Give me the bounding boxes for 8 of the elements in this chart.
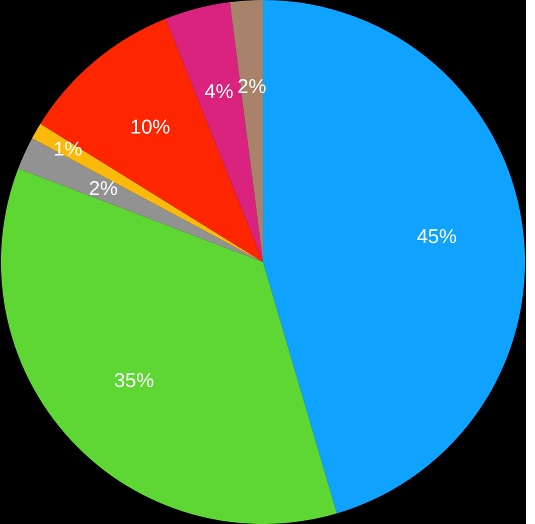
data-label: 4%	[204, 81, 234, 104]
pie-slice	[18, 138, 263, 262]
data-label: 35%	[114, 370, 154, 392]
data-label: 10%	[130, 116, 170, 139]
data-label: 1%	[53, 138, 83, 160]
pie-slice	[1, 168, 337, 524]
data-label: 45%	[416, 226, 457, 248]
data-label: 2%	[88, 178, 118, 200]
